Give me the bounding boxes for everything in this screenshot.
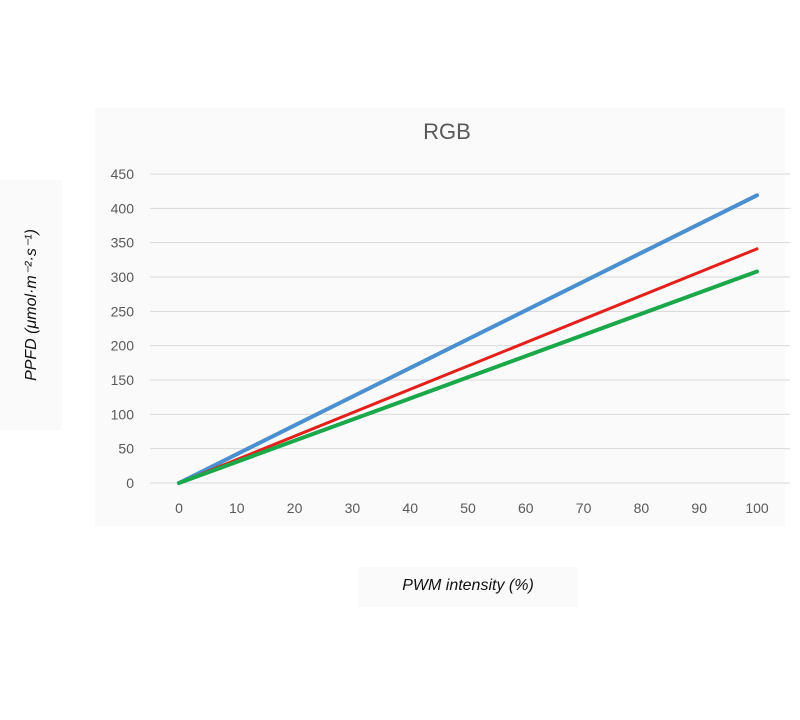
- x-tick-label: 60: [518, 500, 534, 516]
- chart-title: RGB: [423, 119, 471, 144]
- y-axis-label: PPFD (μmol·m⁻²·s⁻¹): [23, 229, 40, 381]
- y-tick-label: 200: [111, 338, 135, 354]
- y-axis-label-box: [0, 180, 62, 430]
- series-line-1: [177, 193, 759, 485]
- y-tick-label: 0: [126, 475, 134, 491]
- x-axis-label-box: [358, 567, 578, 607]
- y-tick-label: 300: [111, 269, 135, 285]
- x-axis-label: PWM intensity (%): [402, 577, 534, 594]
- x-tick-label: 0: [175, 500, 183, 516]
- y-tick-label: 350: [111, 235, 135, 251]
- x-tick-label: 20: [287, 500, 303, 516]
- x-tick-label: 10: [229, 500, 245, 516]
- series-line-3: [177, 269, 759, 485]
- x-tick-label: 50: [460, 500, 476, 516]
- x-tick-label: 70: [576, 500, 592, 516]
- y-tick-label: 450: [111, 166, 135, 182]
- series-line-2: [177, 247, 759, 485]
- x-tick-label: 40: [402, 500, 418, 516]
- x-tick-label: 30: [345, 500, 361, 516]
- y-tick-label: 50: [118, 441, 134, 457]
- y-tick-label: 250: [111, 303, 135, 319]
- x-tick-label: 100: [745, 500, 769, 516]
- y-tick-label: 400: [111, 200, 135, 216]
- x-tick-label: 90: [691, 500, 707, 516]
- y-tick-label: 150: [111, 372, 135, 388]
- y-tick-label: 100: [111, 406, 135, 422]
- chart-area: [95, 108, 785, 526]
- x-tick-label: 80: [634, 500, 650, 516]
